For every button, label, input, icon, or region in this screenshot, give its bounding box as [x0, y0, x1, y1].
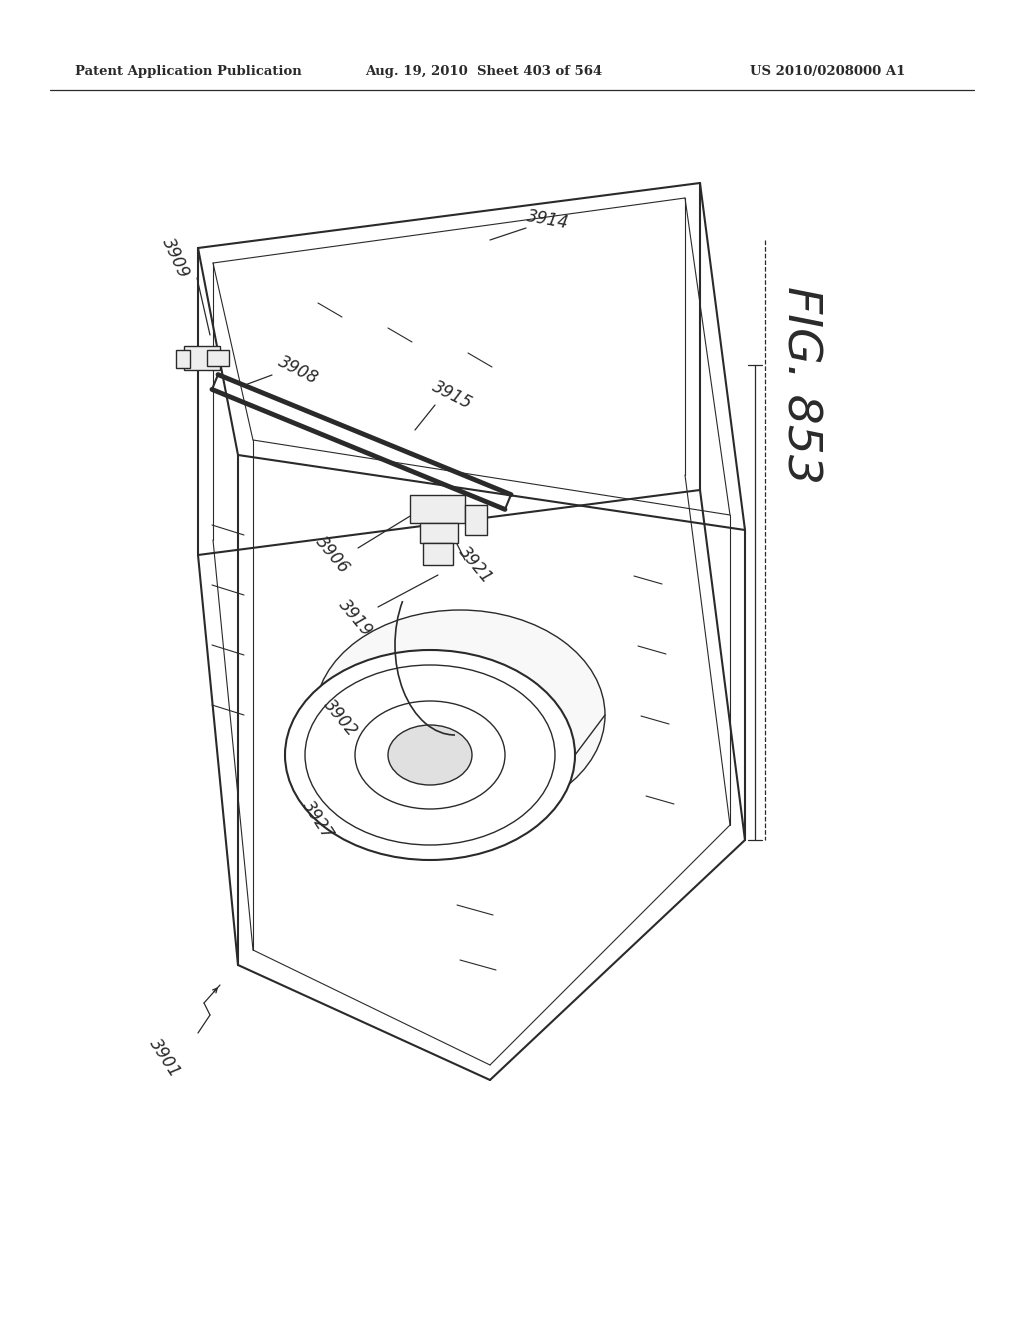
FancyBboxPatch shape [176, 350, 190, 368]
FancyBboxPatch shape [184, 346, 220, 370]
Text: 3906: 3906 [311, 533, 352, 577]
Text: 3901: 3901 [145, 1035, 184, 1081]
Ellipse shape [315, 610, 605, 820]
FancyBboxPatch shape [465, 506, 487, 535]
Text: 3919: 3919 [335, 595, 376, 640]
Ellipse shape [388, 725, 472, 785]
Ellipse shape [285, 649, 575, 861]
Text: 3902: 3902 [319, 696, 360, 741]
Ellipse shape [385, 661, 535, 770]
Text: 3909: 3909 [158, 235, 193, 281]
Ellipse shape [355, 701, 505, 809]
Ellipse shape [305, 665, 555, 845]
Text: US 2010/0208000 A1: US 2010/0208000 A1 [750, 66, 905, 78]
Text: 3927: 3927 [299, 797, 337, 842]
FancyBboxPatch shape [420, 523, 458, 543]
FancyBboxPatch shape [207, 350, 229, 366]
Text: 3921: 3921 [455, 543, 496, 587]
Text: 3915: 3915 [429, 378, 475, 413]
FancyBboxPatch shape [410, 495, 465, 523]
Text: Patent Application Publication: Patent Application Publication [75, 66, 302, 78]
FancyBboxPatch shape [423, 543, 453, 565]
Text: FIG. 853: FIG. 853 [777, 286, 822, 484]
Text: 3914: 3914 [525, 207, 570, 232]
Text: Aug. 19, 2010  Sheet 403 of 564: Aug. 19, 2010 Sheet 403 of 564 [365, 66, 602, 78]
Text: 3908: 3908 [275, 352, 321, 388]
